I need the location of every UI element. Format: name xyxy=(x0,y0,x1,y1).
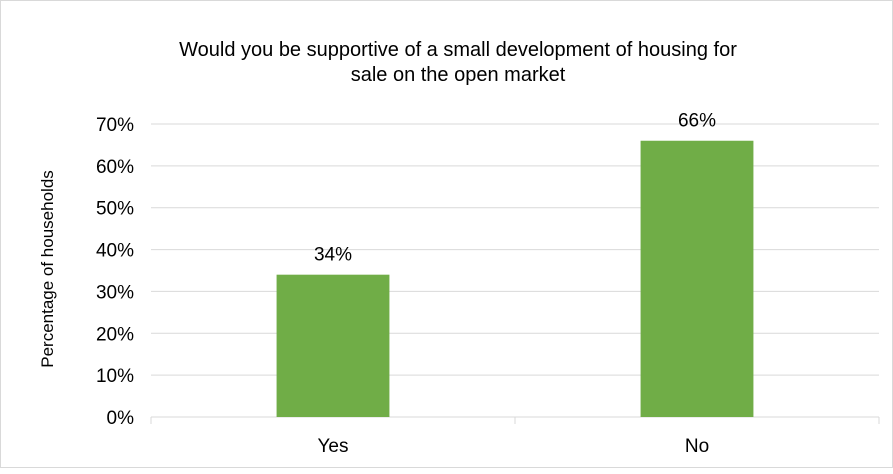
y-tick-label: 30% xyxy=(96,282,134,303)
chart-title-line-1: Would you be supportive of a small devel… xyxy=(179,39,737,61)
data-labels: 34% 66% xyxy=(314,111,716,266)
y-axis-ticks: 0% 10% 20% 30% 40% 50% 60% 70% xyxy=(96,115,134,429)
x-axis-ticks: Yes No xyxy=(318,436,710,457)
y-tick-label: 0% xyxy=(107,408,135,429)
y-tick-label: 70% xyxy=(96,115,134,136)
chart-title-line-2: sale on the open market xyxy=(351,64,566,86)
y-axis-label: Percentage of households xyxy=(38,170,57,368)
gridlines xyxy=(150,123,880,424)
data-label-yes: 34% xyxy=(314,245,352,266)
bar-yes xyxy=(276,274,390,417)
y-tick-label: 50% xyxy=(96,199,134,220)
y-tick-label: 20% xyxy=(96,324,134,345)
y-tick-label: 10% xyxy=(96,366,134,387)
y-tick-label: 60% xyxy=(96,157,134,178)
bars xyxy=(276,140,754,417)
x-tick-label-no: No xyxy=(685,436,709,457)
bar-no xyxy=(640,140,754,417)
y-tick-label: 40% xyxy=(96,241,134,262)
x-tick-label-yes: Yes xyxy=(318,436,349,457)
data-label-no: 66% xyxy=(678,111,716,132)
chart-title: Would you be supportive of a small devel… xyxy=(179,39,737,86)
